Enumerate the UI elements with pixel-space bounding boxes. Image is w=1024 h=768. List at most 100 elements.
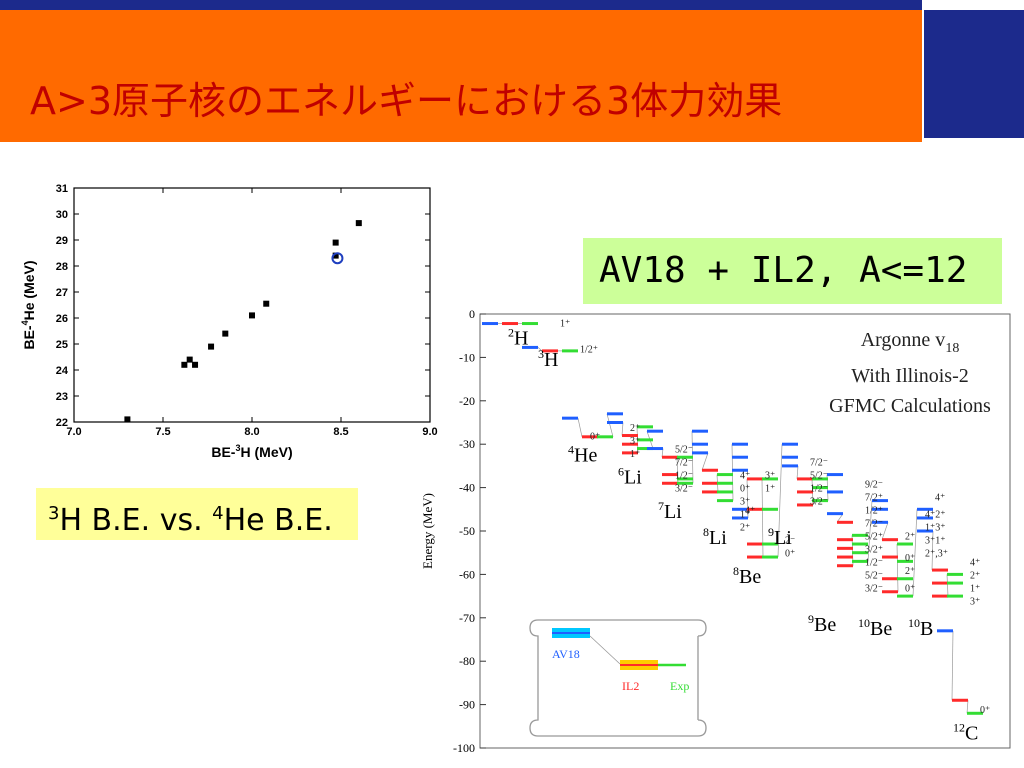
energy-tick-label: -100 — [453, 741, 475, 755]
spin-label: 0⁺ — [905, 583, 915, 594]
nucleus-label: 6Li — [618, 464, 642, 488]
slide-title: A>3原子核のエネルギーにおける3体力効果 — [30, 79, 783, 123]
energy-tick-label: -30 — [459, 437, 475, 451]
level-scheme-chart: 0 -10 -20 -30 -40 -50 -60 -70 -80 -90 -100 Energy (… — [420, 307, 1011, 755]
y-tick-label: 27 — [56, 287, 68, 299]
connector-line — [621, 422, 624, 436]
model-caption: AV18 + IL2, A<=12 — [583, 238, 1002, 304]
data-point — [192, 361, 199, 368]
spin-label: 2⁺,3⁺ — [925, 549, 948, 560]
x-tick-label: 8.5 — [333, 426, 348, 438]
y-tick-label: 24 — [56, 365, 69, 377]
y-tick-label: 28 — [56, 261, 68, 273]
data-point — [208, 343, 215, 350]
legend-il2-label: IL2 — [622, 679, 639, 693]
x-axis-label: BE-3H (MeV) — [211, 443, 292, 460]
spin-label: 3/2⁻ — [865, 583, 883, 594]
spin-label: 1/2⁻ — [675, 471, 693, 482]
spin-label: 7/2⁺ — [865, 492, 883, 503]
spin-label: 3⁺ — [970, 596, 980, 607]
energy-tick-label: -50 — [459, 524, 475, 538]
connector-line — [867, 500, 873, 562]
legend-title-line2: With Illinois-2 — [851, 365, 969, 387]
spin-label: 2⁺ — [740, 523, 750, 534]
spin-label: 3/2⁺ — [865, 544, 883, 555]
y-tick-label: 25 — [56, 339, 68, 351]
data-point — [332, 239, 339, 246]
data-point — [332, 252, 339, 259]
y-tick-label: 30 — [56, 209, 68, 221]
connector-line — [912, 509, 918, 597]
legend-title-line3: GFMC Calculations — [829, 395, 991, 417]
energy-tick-label: -80 — [459, 654, 475, 668]
spin-label: 7/2⁻ — [865, 518, 883, 529]
spin-label: 2⁻ — [785, 536, 795, 547]
connector-line — [931, 530, 934, 571]
caption-text-1: H B.E. vs. — [59, 503, 213, 538]
scatter-chart: 7.0 7.5 8.0 8.5 9.0 22 23 24 25 26 27 28 29 30 31 BE-3H… — [20, 183, 438, 460]
energy-axis-label: Energy (MeV) — [420, 493, 435, 569]
spin-label: 3/2⁻ — [810, 497, 828, 508]
spin-label: 5/2⁺ — [865, 531, 883, 542]
spin-label: 0⁺ — [785, 549, 795, 560]
x-tick-label: 9.0 — [422, 426, 437, 438]
legend-title-line1: Argonne v18 — [861, 329, 960, 356]
nucleus-label: 9Be — [808, 612, 836, 636]
y-tick-label: 29 — [56, 235, 68, 247]
x-tick-label: 8.0 — [244, 426, 259, 438]
connector-line — [777, 444, 783, 558]
nucleus-label: 9Li — [768, 525, 792, 549]
spin-label: 2⁺ — [970, 570, 980, 581]
spin-label: 5/2⁻ — [865, 570, 883, 581]
corner-gap — [922, 0, 1024, 10]
spin-label: 4⁺ — [970, 557, 980, 568]
nucleus-label: 8Li — [703, 525, 727, 549]
spin-label: 1⁺ — [560, 319, 570, 330]
connector-line — [701, 452, 709, 471]
spin-label: 5/2⁻ — [810, 471, 828, 482]
connector-line — [951, 630, 954, 701]
connector-line — [966, 700, 969, 714]
corner-square — [924, 10, 1024, 138]
spin-label: 9/2⁻ — [865, 479, 883, 490]
spin-label: 1⁺ — [630, 449, 640, 460]
spin-label: 5/2⁻ — [675, 445, 693, 456]
spin-label: 3⁺ — [740, 497, 750, 508]
x-tick-label: 7.0 — [66, 426, 81, 438]
spin-label: 4⁺2⁺ — [925, 510, 946, 521]
nucleus-label: 4He — [568, 443, 597, 467]
y-tick-label: 31 — [56, 183, 68, 195]
legend-connector — [589, 635, 621, 665]
energy-tick-label: -20 — [459, 394, 475, 408]
legend-av18-label: AV18 — [552, 647, 580, 661]
nucleus-label: 8Be — [733, 564, 761, 588]
data-point — [263, 300, 270, 307]
data-point — [186, 356, 193, 363]
caption-sup-4: 4 — [212, 503, 224, 524]
spin-label: 1/2⁻ — [810, 484, 828, 495]
x-tick-label: 7.5 — [155, 426, 170, 438]
energy-tick-label: -60 — [459, 567, 475, 581]
header-band — [0, 10, 922, 142]
connector-line — [896, 544, 899, 592]
nucleus-label: 3H — [538, 347, 558, 371]
spin-label: 1/2⁺ — [865, 505, 883, 516]
spin-label: 4⁺ — [935, 492, 945, 503]
legend-scroll — [529, 619, 707, 737]
legend-exp-label: Exp — [670, 679, 689, 693]
energy-tick-label: -70 — [459, 611, 475, 625]
spin-label: 1⁺ — [740, 510, 750, 521]
spin-label: 4⁺ — [740, 471, 750, 482]
energy-tick-label: 0 — [469, 307, 475, 321]
energy-tick-label: -40 — [459, 481, 475, 495]
experiment-point — [331, 252, 344, 265]
spin-label: 1/2⁺ — [580, 345, 598, 356]
spin-label: 4⁺ — [745, 505, 755, 516]
y-tick-label: 23 — [56, 391, 68, 403]
data-point — [249, 312, 255, 319]
y-tick-label: 26 — [56, 313, 68, 325]
energy-tick-label: -90 — [459, 698, 475, 712]
connector-line — [577, 418, 583, 437]
connector-line — [537, 347, 543, 352]
connector-line — [881, 522, 889, 540]
